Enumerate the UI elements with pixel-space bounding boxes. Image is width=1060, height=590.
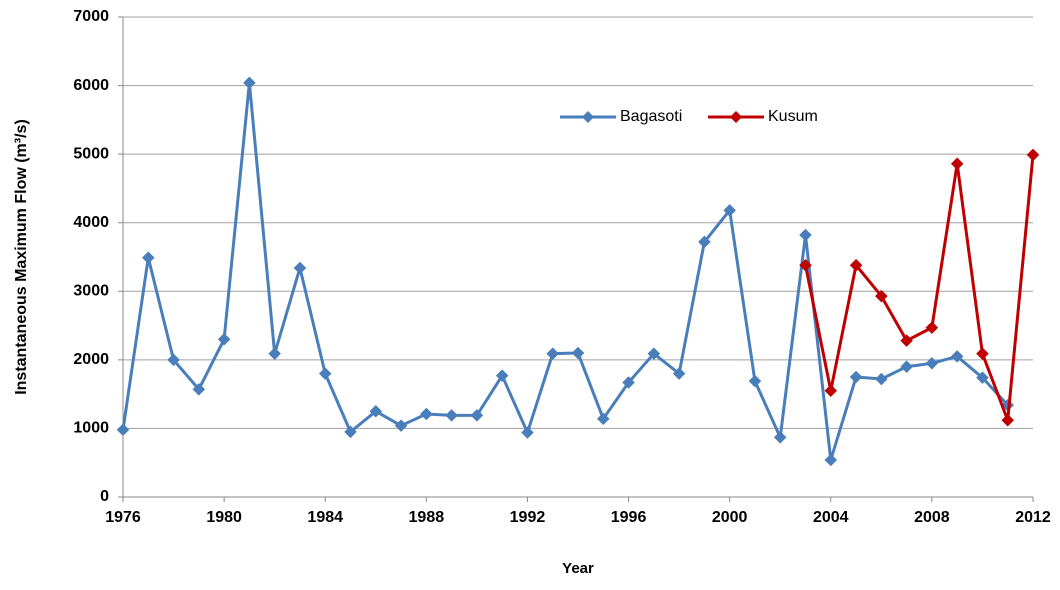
y-tick-label: 0 xyxy=(100,488,109,505)
point xyxy=(950,350,964,363)
legend-label: Bagasoti xyxy=(620,108,682,125)
y-tick-label: 3000 xyxy=(73,283,109,300)
point xyxy=(344,425,357,439)
point xyxy=(925,321,939,334)
point xyxy=(571,346,585,360)
point xyxy=(976,371,989,385)
point xyxy=(672,367,686,380)
point xyxy=(900,334,913,348)
x-tick-label: 2000 xyxy=(712,509,748,526)
point xyxy=(1026,148,1040,162)
x-tick-label: 1988 xyxy=(409,509,445,526)
point xyxy=(318,367,332,380)
point xyxy=(243,76,256,90)
point xyxy=(546,347,560,361)
point xyxy=(167,353,180,367)
x-axis-label: Year xyxy=(562,560,594,577)
y-tick-label: 5000 xyxy=(73,145,109,162)
point xyxy=(470,409,484,422)
y-axis-label: Instantaneous Maximum Flow (m³/s) xyxy=(13,119,30,395)
point xyxy=(824,453,838,467)
x-tick-label: 2012 xyxy=(1015,509,1051,526)
point xyxy=(521,426,534,439)
x-tick-label: 2004 xyxy=(813,509,849,526)
point xyxy=(445,409,458,422)
point xyxy=(799,258,812,272)
point xyxy=(141,251,155,265)
point xyxy=(1001,413,1015,427)
point xyxy=(849,258,863,272)
point xyxy=(293,261,307,275)
x-tick-label: 1992 xyxy=(510,509,546,526)
point xyxy=(723,204,737,217)
point xyxy=(748,374,762,388)
point xyxy=(622,376,635,389)
point xyxy=(900,360,913,374)
y-tick-label: 1000 xyxy=(73,420,109,437)
point xyxy=(369,404,383,418)
point xyxy=(925,356,939,370)
x-tick-label: 1996 xyxy=(611,509,647,526)
point xyxy=(799,228,812,242)
legend-marker xyxy=(730,111,742,123)
point xyxy=(773,430,787,444)
y-tick-label: 4000 xyxy=(73,214,109,231)
point xyxy=(874,289,888,303)
x-tick-label: 1980 xyxy=(206,509,242,526)
point xyxy=(596,412,610,426)
point xyxy=(192,382,206,396)
point xyxy=(116,423,130,437)
y-tick-label: 7000 xyxy=(73,8,109,25)
series-line xyxy=(121,81,1009,462)
series-line xyxy=(804,154,1035,422)
legend-marker xyxy=(582,111,594,123)
x-tick-label: 1984 xyxy=(307,509,343,526)
y-tick-label: 2000 xyxy=(73,351,109,368)
x-tick-label: 2008 xyxy=(914,509,950,526)
x-tick-label: 1976 xyxy=(105,509,141,526)
point xyxy=(495,369,509,382)
point xyxy=(976,347,989,361)
point xyxy=(824,384,838,398)
point xyxy=(268,347,282,361)
point xyxy=(394,419,408,433)
y-tick-label: 6000 xyxy=(73,77,109,94)
point xyxy=(647,347,661,361)
point xyxy=(419,407,433,421)
point xyxy=(950,157,964,171)
point xyxy=(874,372,888,386)
point xyxy=(849,370,863,384)
point xyxy=(698,235,711,249)
point xyxy=(217,332,231,346)
legend-label: Kusum xyxy=(768,108,818,125)
